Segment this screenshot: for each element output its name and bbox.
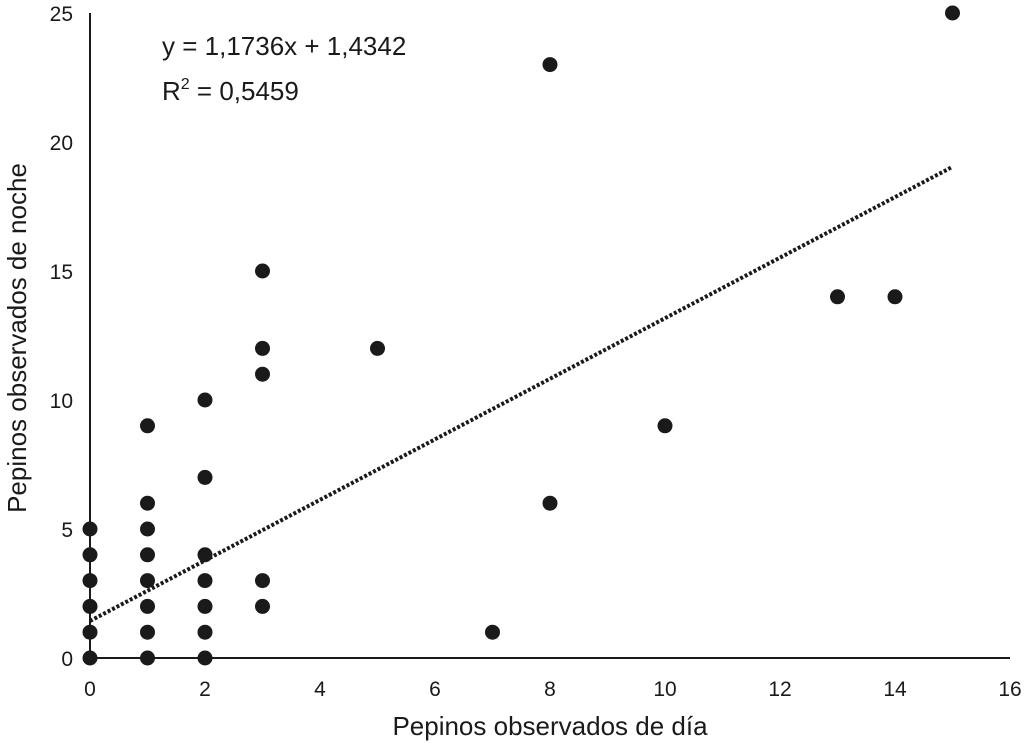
data-point — [197, 469, 213, 485]
data-point — [82, 624, 98, 640]
data-point — [887, 289, 903, 305]
data-point — [197, 547, 213, 563]
data-point — [197, 624, 213, 640]
r-squared-value: = 0,5459 — [190, 76, 299, 106]
data-point — [140, 573, 155, 589]
data-point — [830, 289, 845, 305]
y-tick-label: 5 — [61, 519, 73, 542]
y-tick-label: 15 — [50, 261, 73, 284]
data-point — [140, 650, 155, 666]
data-point — [255, 340, 270, 356]
axes — [89, 13, 1010, 659]
data-point — [370, 340, 385, 356]
data-point — [140, 418, 155, 434]
data-point — [197, 650, 213, 666]
data-point — [255, 573, 270, 589]
equation-annotation: y = 1,1736x + 1,4342 — [162, 31, 406, 61]
y-tick-label: 25 — [50, 3, 73, 26]
data-point — [82, 521, 98, 537]
data-point — [140, 521, 155, 537]
trendline-group — [89, 165, 954, 623]
data-point — [255, 366, 270, 382]
data-point — [197, 598, 213, 614]
x-axis-title: Pepinos observados de día — [392, 711, 708, 741]
r-squared-superscript: 2 — [181, 76, 190, 93]
x-tick-label: 8 — [544, 678, 556, 701]
x-tick-label: 0 — [84, 678, 96, 701]
data-point — [82, 598, 98, 614]
data-point — [197, 573, 213, 589]
x-tick-label: 14 — [883, 678, 907, 701]
tick-labels: 0 2 4 6 8 10 12 14 16 0 5 10 15 20 25 — [50, 3, 1022, 701]
data-point — [82, 547, 98, 563]
data-point — [485, 624, 500, 640]
x-tick-label: 16 — [998, 678, 1021, 701]
x-tick-label: 12 — [768, 678, 791, 701]
data-point — [140, 624, 155, 640]
data-point — [945, 5, 960, 21]
x-tick-label: 2 — [199, 678, 211, 701]
y-tick-label: 20 — [50, 132, 73, 155]
data-point — [542, 57, 558, 73]
data-point — [140, 598, 155, 614]
r-squared-annotation: R2 = 0,5459 — [162, 76, 299, 106]
y-axis-title: Pepinos observados de noche — [2, 163, 32, 513]
trendline — [89, 165, 954, 623]
data-point — [542, 495, 558, 511]
data-point — [197, 392, 213, 408]
data-point — [657, 418, 673, 434]
data-point — [140, 495, 155, 511]
data-point — [255, 263, 270, 279]
data-point — [82, 650, 98, 666]
y-tick-label: 10 — [50, 390, 73, 413]
x-tick-label: 10 — [653, 678, 676, 701]
y-tick-label: 0 — [61, 648, 73, 671]
data-point — [140, 547, 155, 563]
data-points — [82, 5, 960, 666]
data-point — [255, 598, 270, 614]
x-tick-label: 6 — [429, 678, 441, 701]
x-tick-label: 4 — [314, 678, 326, 701]
data-point — [82, 573, 98, 589]
r-squared-prefix: R — [162, 76, 181, 106]
